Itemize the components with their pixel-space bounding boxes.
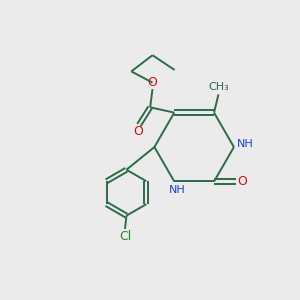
Text: NH: NH: [169, 185, 186, 195]
Text: NH: NH: [237, 139, 254, 148]
Text: O: O: [134, 125, 143, 138]
Text: O: O: [237, 175, 247, 188]
Text: O: O: [147, 76, 157, 89]
Text: Cl: Cl: [119, 230, 131, 243]
Text: CH₃: CH₃: [208, 82, 229, 92]
